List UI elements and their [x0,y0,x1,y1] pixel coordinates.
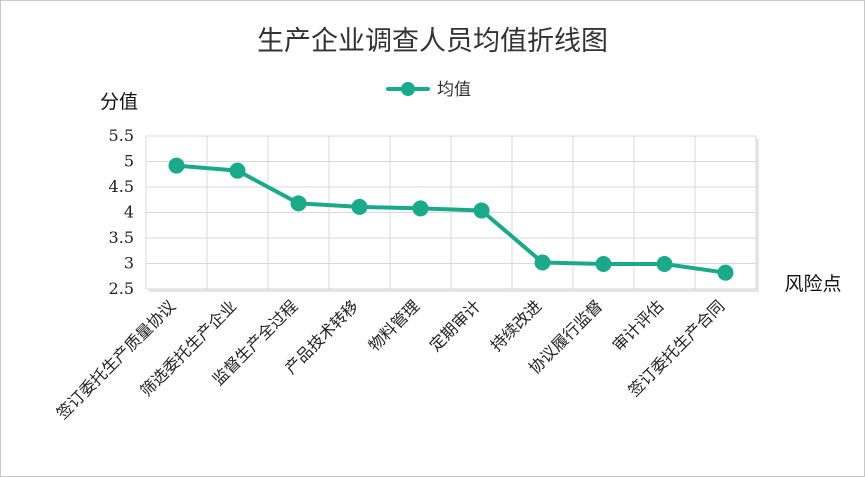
y-axis-title: 分值 [100,91,138,113]
series [168,157,734,281]
y-tick-label: 2.5 [109,279,134,298]
data-point [168,157,185,174]
grid [145,135,759,292]
legend-label: 均值 [437,80,471,100]
data-point [290,195,307,212]
legend-marker [401,82,415,96]
x-tick-label: 定期审计 [426,296,485,355]
data-point [534,254,551,271]
y-tick-label: 4 [124,203,134,222]
y-tick-label: 5.5 [109,126,134,145]
y-tick-label: 3 [124,254,134,273]
series-line [174,163,728,275]
x-axis-title: 风险点 [784,273,841,295]
data-point [229,162,246,179]
data-point [473,202,490,219]
y-tick-label: 4.5 [109,177,134,196]
data-point [717,264,734,281]
x-tick-label: 签订委托生产质量协议 [53,296,180,423]
y-tick-label: 5 [124,152,134,171]
x-tick-label: 物料管理 [365,296,424,355]
x-tick-label: 持续改进 [487,296,546,355]
data-point [351,198,368,215]
legend: 均值 [386,80,471,100]
y-tick-label: 3.5 [109,228,134,247]
x-tick-label: 审计评估 [609,296,668,355]
chart-title: 生产企业调查人员均值折线图 [257,26,608,57]
data-point [412,200,429,217]
data-point [656,256,673,273]
data-point [595,256,612,273]
